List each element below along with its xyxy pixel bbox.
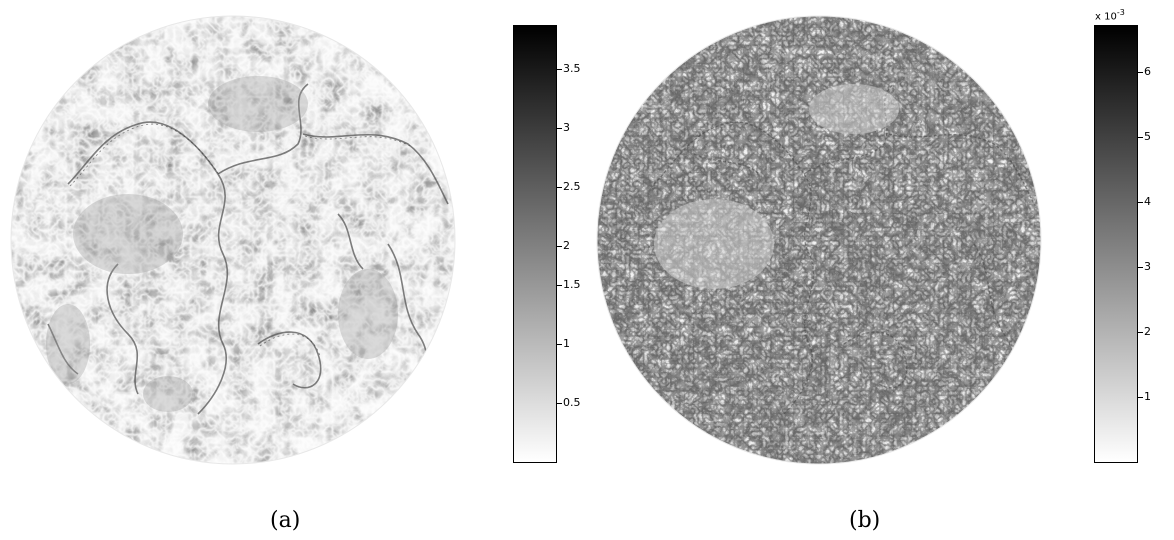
colorbar-tick xyxy=(1138,267,1143,268)
colorbar-tick-label: 1 xyxy=(1144,390,1151,403)
panel-b: x 10-3 6 5 4 3 2 1 (b) xyxy=(587,0,1174,540)
colorbar-tick xyxy=(557,344,562,345)
colorbar-tick-label: 6 xyxy=(1144,65,1151,78)
colorbar-tick-label: 3 xyxy=(563,121,570,134)
colorbar-tick-label: 1.5 xyxy=(563,278,581,291)
colorbar-tick xyxy=(1138,137,1143,138)
colorbar-gradient xyxy=(1094,25,1138,463)
colorbar-tick-label: 5 xyxy=(1144,130,1151,143)
colorbar-tick xyxy=(557,187,562,188)
colorbar-scale-label: x 10-3 xyxy=(1095,8,1125,22)
globe-map-a xyxy=(10,15,456,465)
colorbar-tick xyxy=(557,285,562,286)
colorbar-tick xyxy=(557,69,562,70)
colorbar-tick-label: 1 xyxy=(563,337,570,350)
globe-map-b xyxy=(596,15,1042,465)
colorbar-tick-label: 4 xyxy=(1144,195,1151,208)
colorbar-tick xyxy=(1138,72,1143,73)
colorbar-tick-label: 2 xyxy=(1144,325,1151,338)
colorbar-tick-label: 2 xyxy=(563,239,570,252)
colorbar-tick xyxy=(1138,332,1143,333)
colorbar-scale-base: x 10 xyxy=(1095,11,1117,23)
colorbar-tick xyxy=(1138,397,1143,398)
colorbar-gradient xyxy=(513,25,557,463)
colorbar-tick xyxy=(557,128,562,129)
colorbar-scale-exponent: -3 xyxy=(1116,8,1125,17)
colorbar-tick xyxy=(557,403,562,404)
colorbar-tick-label: 3 xyxy=(1144,260,1151,273)
panel-caption-a: (a) xyxy=(270,508,301,533)
panel-caption-b: (b) xyxy=(849,508,881,533)
colorbar-tick xyxy=(1138,202,1143,203)
panel-a: 3.5 3 2.5 2 1.5 1 0.5 (a) xyxy=(10,15,581,533)
colorbar-tick-label: 0.5 xyxy=(563,396,581,409)
colorbar-tick xyxy=(557,246,562,247)
colorbar-tick-label: 3.5 xyxy=(563,62,581,75)
colorbar-tick-label: 2.5 xyxy=(563,180,581,193)
